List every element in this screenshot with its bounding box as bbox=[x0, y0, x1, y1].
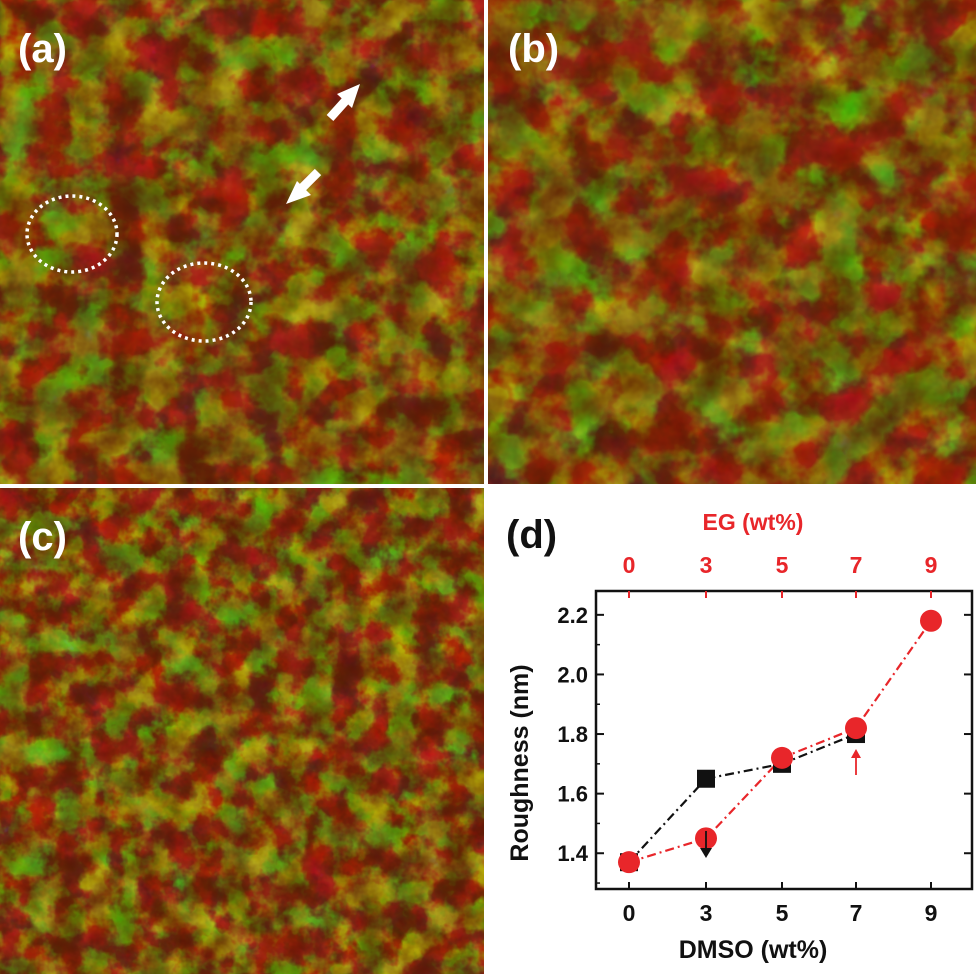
panel-label-d: (d) bbox=[506, 513, 557, 557]
highlight-circle bbox=[25, 194, 119, 274]
x-tick-label: 0 bbox=[623, 900, 636, 926]
x-tick-label: 5 bbox=[776, 900, 789, 926]
series-line-eg bbox=[628, 620, 932, 864]
afm-image-b: (b) bbox=[488, 0, 976, 484]
data-point-eg bbox=[771, 746, 793, 769]
y-axis-title: Roughness (nm) bbox=[506, 664, 534, 861]
data-point-dmso bbox=[697, 769, 715, 788]
data-point-eg bbox=[845, 717, 867, 740]
series-line-dmso bbox=[628, 733, 857, 863]
afm-image-c: (c) bbox=[0, 488, 484, 974]
panel-label-b: (b) bbox=[508, 27, 559, 71]
afm-image-a: (a) bbox=[0, 0, 484, 484]
y-tick-label: 1.6 bbox=[557, 782, 588, 807]
arrow-up-right-icon bbox=[326, 84, 360, 122]
arrow-down-icon bbox=[700, 831, 712, 858]
y-tick-label: 2.0 bbox=[557, 662, 588, 687]
data-point-eg bbox=[618, 851, 640, 874]
afm-image-b-canvas: (b) bbox=[488, 0, 976, 484]
plot-frame bbox=[594, 589, 974, 891]
x2-tick-label: 9 bbox=[925, 552, 938, 578]
x2-tick-label: 5 bbox=[776, 552, 789, 578]
afm-image-a-canvas: (a) bbox=[0, 0, 484, 484]
arrow-down-left-icon bbox=[286, 168, 322, 204]
x2-tick-label: 0 bbox=[623, 552, 636, 578]
x-tick-label: 7 bbox=[850, 900, 863, 926]
x2-tick-label: 3 bbox=[700, 552, 713, 578]
y-tick-label: 1.8 bbox=[557, 722, 588, 747]
afm-image-c-canvas: (c) bbox=[0, 488, 484, 974]
panel-label-a: (a) bbox=[18, 27, 67, 71]
bottom-axis-title: DMSO (wt%) bbox=[679, 936, 828, 964]
x-tick-label: 9 bbox=[925, 900, 938, 926]
x2-tick-label: 7 bbox=[850, 552, 863, 578]
panel-label-c: (c) bbox=[18, 515, 67, 559]
data-point-eg bbox=[920, 609, 942, 632]
top-axis-title: EG (wt%) bbox=[703, 509, 804, 535]
x-tick-label: 3 bbox=[700, 900, 713, 926]
roughness-chart-panel: (d) EG (wt%) DMSO (wt%) Roughness (nm) 0… bbox=[488, 488, 976, 974]
highlight-circle bbox=[155, 261, 253, 343]
arrow-up-icon bbox=[851, 749, 861, 775]
y-tick-label: 1.4 bbox=[557, 841, 588, 866]
roughness-chart: (d) EG (wt%) DMSO (wt%) Roughness (nm) 0… bbox=[506, 509, 974, 964]
y-tick-label: 2.2 bbox=[557, 603, 588, 628]
